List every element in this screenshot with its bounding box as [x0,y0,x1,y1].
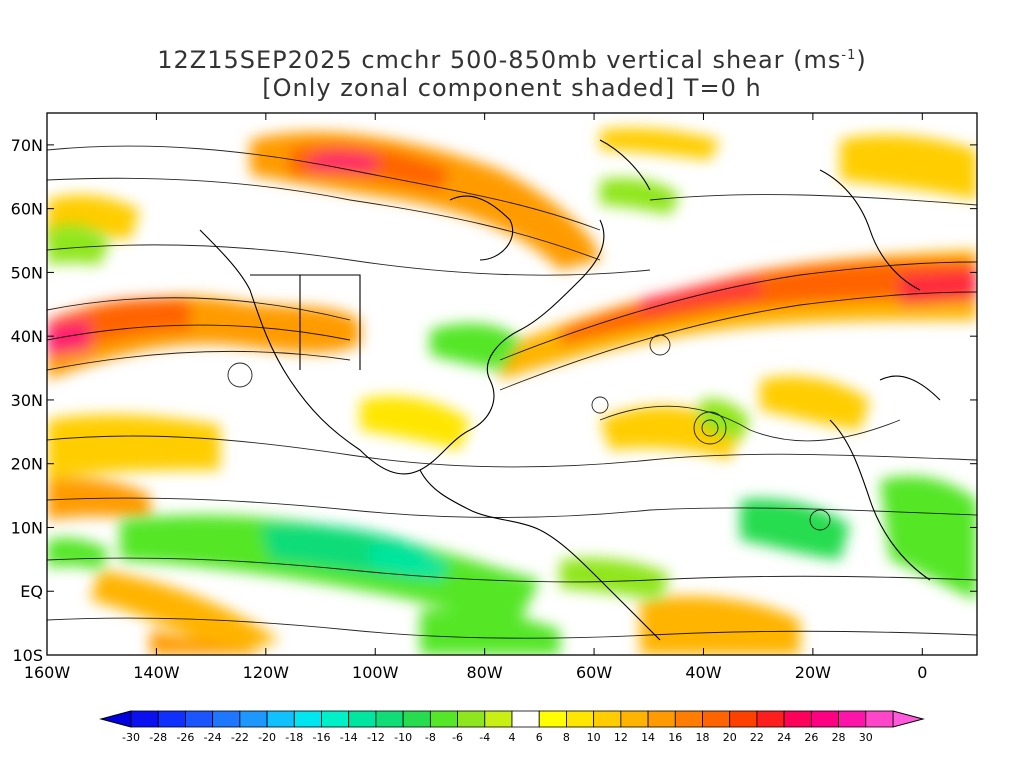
colorbar-swatch [212,710,241,728]
colorbar-swatch [429,710,458,728]
colorbar-swatch [185,710,214,728]
colorbar-swatch [783,710,812,728]
colorbar-label: -30 [122,731,140,744]
lat-label: 10N [11,518,43,537]
lon-label: 100W [352,663,399,682]
colorbar-label: -26 [176,731,194,744]
lon-label: 60W [576,663,612,682]
colorbar-swatch [457,710,486,728]
positive-shear-shading [47,128,977,655]
lon-label: 40W [685,663,721,682]
lat-label: EQ [20,582,43,601]
lat-label: 50N [11,263,43,282]
colorbar-label: -16 [313,731,331,744]
colorbar-swatch [402,710,431,728]
colorbar-swatch [593,710,622,728]
colorbar-label: 8 [563,731,570,744]
lon-label: 140W [133,663,180,682]
lon-label: 120W [243,663,290,682]
lon-label: 0 [917,663,927,682]
lon-label: 80W [467,663,503,682]
colorbar-swatch [157,710,186,728]
colorbar-label: -18 [285,731,303,744]
colorbar-label: -4 [479,731,490,744]
colorbar-label: -6 [452,731,463,744]
colorbar-swatch [538,710,567,728]
colorbar-label: 6 [536,731,543,744]
colorbar-label: 10 [587,731,601,744]
colorbar-label: 16 [668,731,682,744]
colorbar-label: -8 [425,731,436,744]
colorbar-swatch [865,710,894,728]
colorbar-label: 18 [696,731,710,744]
colorbar-label: -24 [204,731,222,744]
colorbar-swatch [375,710,404,728]
lat-label: 70N [11,136,43,155]
plot-frame [46,112,978,656]
shear-field [47,113,977,655]
lon-label: 20W [795,663,831,682]
lon-label: 160W [24,663,71,682]
lat-label: 30N [11,391,43,410]
colorbar-label: 26 [804,731,818,744]
colorbar-swatch [266,710,295,728]
colorbar-label: 24 [777,731,791,744]
colorbar-label: -10 [394,731,412,744]
colorbar-swatch [647,710,676,728]
lat-label: 60N [11,200,43,219]
colorbar-swatch [130,710,159,728]
lat-label: 40N [11,327,43,346]
colorbar-label: -20 [258,731,276,744]
colorbar-swatch [702,710,731,728]
colorbar-label: -12 [367,731,385,744]
colorbar-swatch [348,710,377,728]
lat-label: 20N [11,455,43,474]
colorbar-swatch [566,710,595,728]
colorbar-swatch [620,710,649,728]
chart-title-line2: [Only zonal component shaded] T=0 h [262,74,762,102]
colorbar-swatch [293,710,322,728]
colorbar-swatch [756,710,785,728]
streamlines [47,145,977,639]
colorbar-label: 20 [723,731,737,744]
colorbar-swatch [674,710,703,728]
colorbar-swatch [838,710,867,728]
colorbar-under-arrow [99,710,132,728]
colorbar-label: 12 [614,731,628,744]
colorbar-label: 30 [859,731,873,744]
colorbar-label: -14 [340,731,358,744]
colorbar-over-arrow [892,710,925,728]
colorbar-label: 4 [509,731,516,744]
colorbar-swatch [484,710,513,728]
colorbar-swatch [511,710,540,728]
colorbar-label: 14 [641,731,655,744]
chart-title-line1: 12Z15SEP2025 cmchr 500-850mb vertical sh… [157,46,867,74]
colorbar-label: -22 [231,731,249,744]
colorbar-label: 28 [832,731,846,744]
colorbar-swatch [321,710,350,728]
colorbar-label: -28 [149,731,167,744]
lat-label: 10S [12,646,43,665]
negative-shear-shading [47,178,977,655]
colorbar-label: 22 [750,731,764,744]
coastlines [199,139,941,641]
colorbar: -30 -28 -26 -24 -22 -20 -18 -16 -14 -12 -10 -8 -6 -4 4… [99,710,925,744]
colorbar-swatch [239,710,268,728]
colorbar-swatch [729,710,758,728]
colorbar-swatch [810,710,839,728]
